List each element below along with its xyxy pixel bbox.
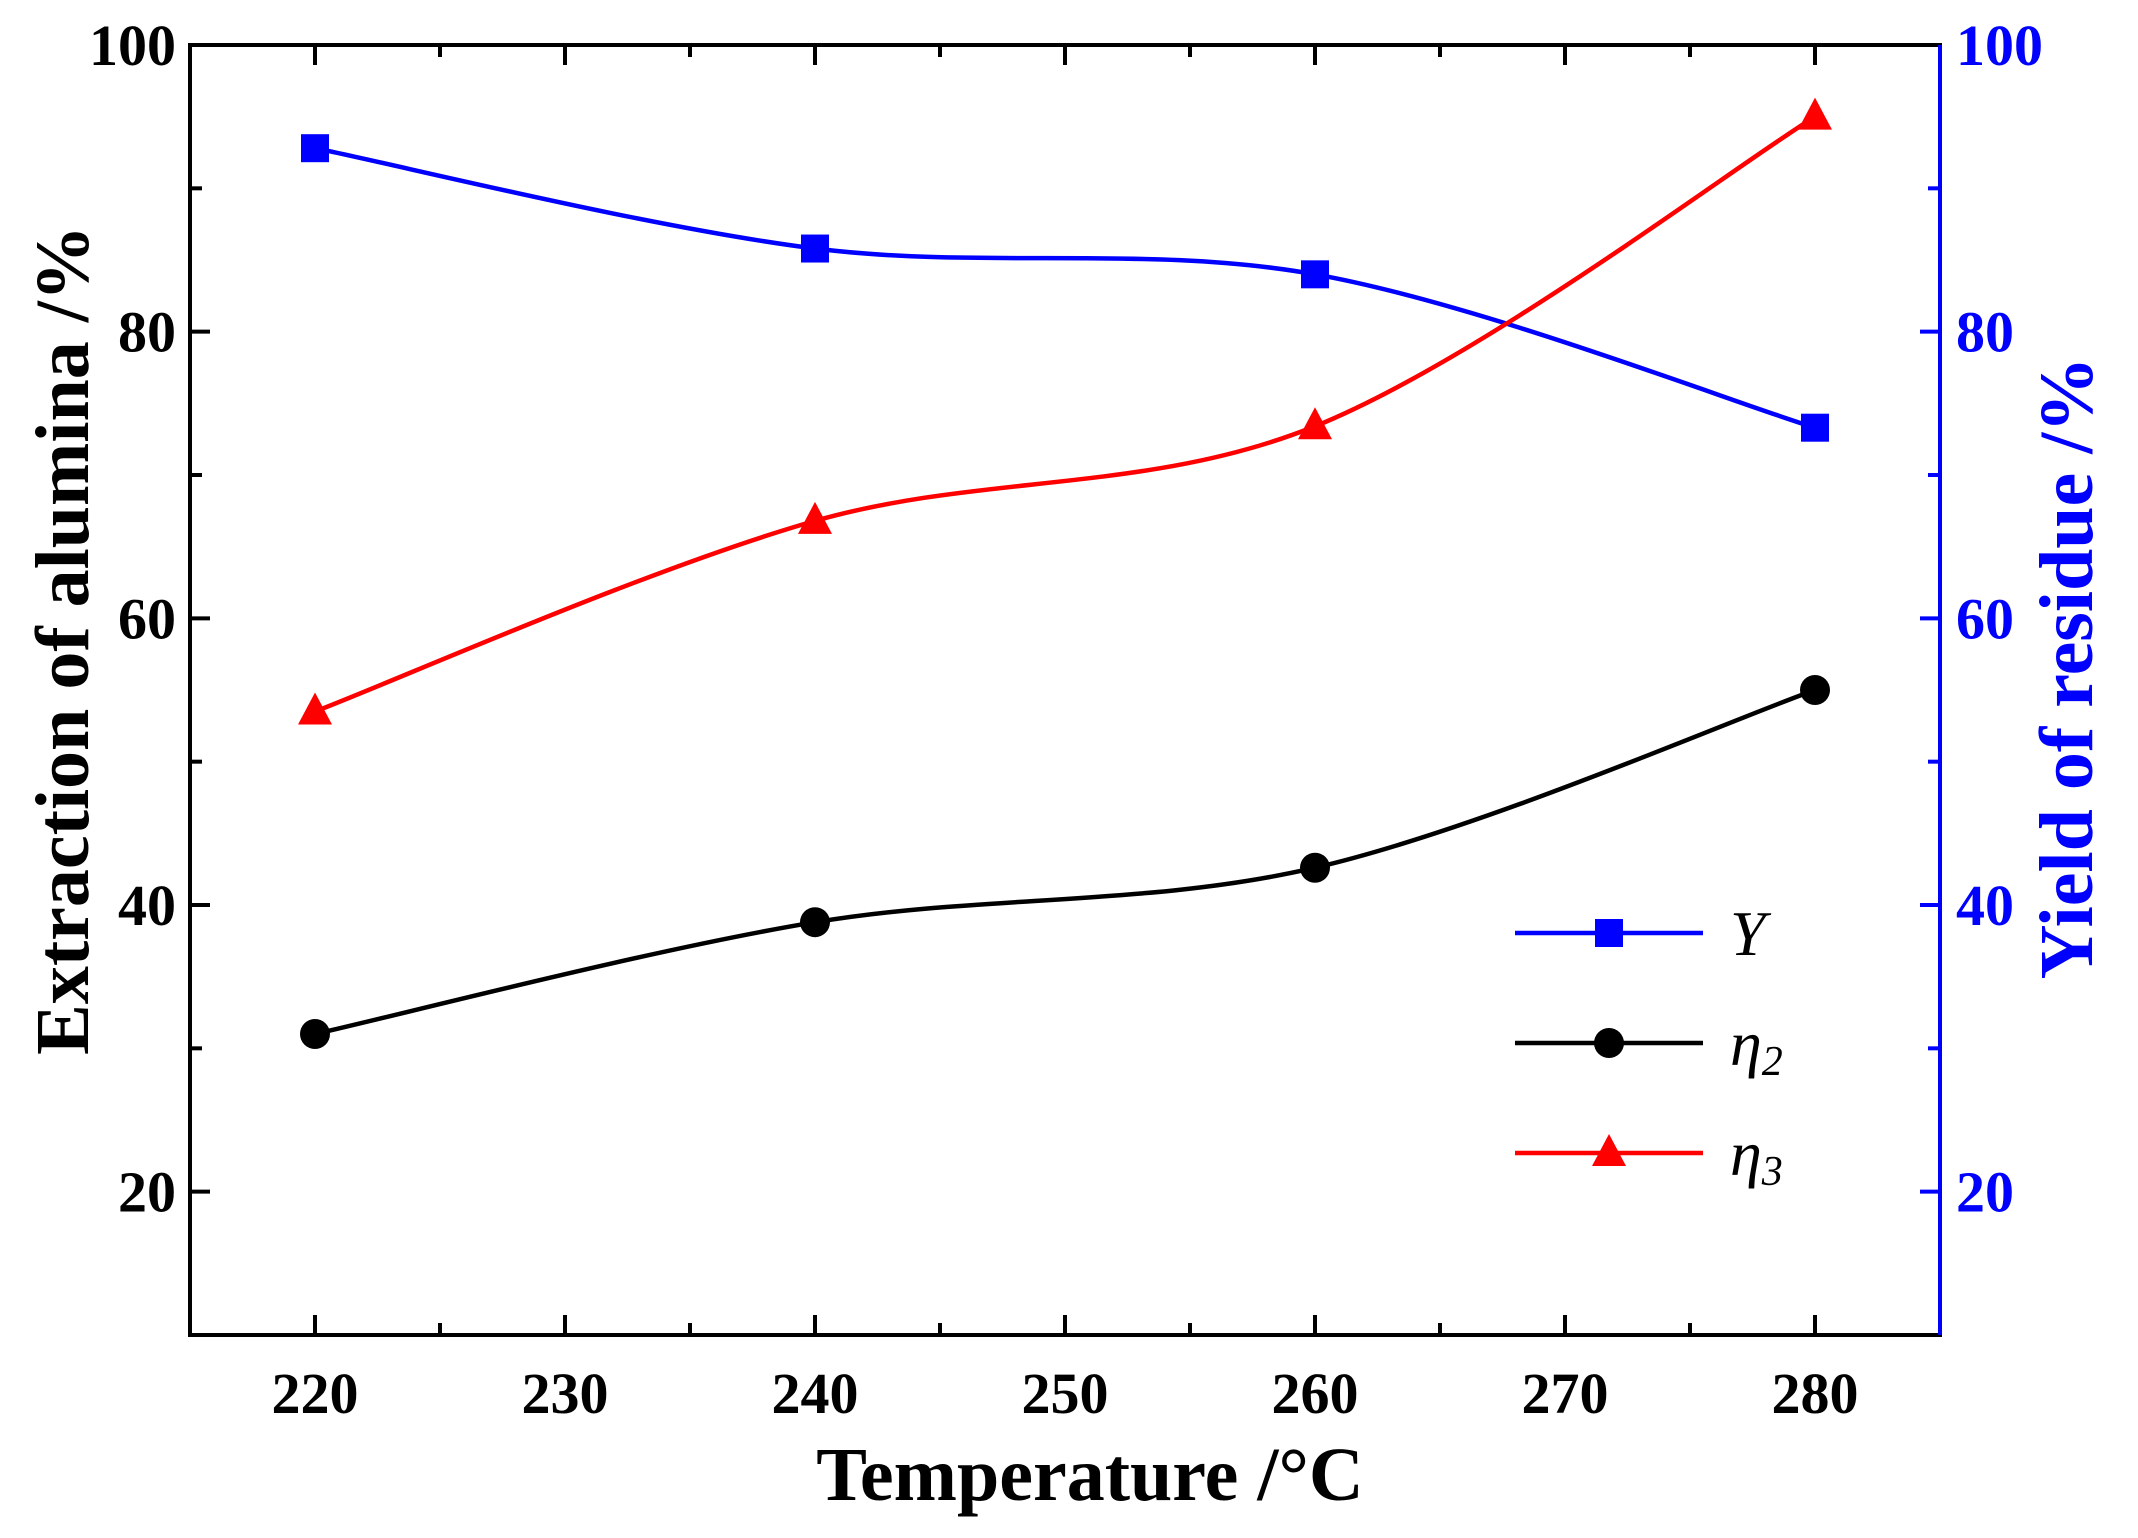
series-line-y: [314, 145, 1816, 430]
data-point: [300, 1019, 330, 1049]
y-right-tick-label: 60: [1956, 586, 2014, 651]
legend-marker: [1594, 1028, 1624, 1058]
data-point: [301, 134, 329, 163]
y-left-tick-label: 80: [118, 300, 176, 365]
legend-label: η3: [1730, 1118, 1783, 1195]
x-tick-label: 270: [1522, 1361, 1609, 1426]
data-point: [298, 692, 332, 725]
data-point: [798, 501, 832, 534]
y-left-tick-label: 60: [118, 586, 176, 651]
y-axis-left-title: Extraction of alumina /%: [21, 225, 105, 1055]
tick-marks: [190, 43, 1940, 1335]
y-left-tick-label: 20: [118, 1160, 176, 1225]
y-right-tick-label: 100: [1956, 13, 2043, 78]
x-tick-label: 230: [522, 1361, 609, 1426]
legend-marker: [1592, 1134, 1626, 1166]
data-point: [1298, 407, 1332, 440]
plot-frame: [188, 43, 1942, 1337]
y-right-tick-label: 20: [1956, 1160, 2014, 1225]
legend-label: η2: [1730, 1008, 1783, 1085]
series-line-eta3: [314, 114, 1817, 714]
legend: Yη2 η3: [1515, 898, 1783, 1195]
series-line-eta2: [314, 687, 1816, 1037]
x-tick-label: 220: [272, 1361, 359, 1426]
y-left-tick-label: 40: [118, 873, 176, 938]
x-tick-label: 280: [1772, 1361, 1859, 1426]
x-tick-label: 240: [772, 1361, 859, 1426]
legend-marker: [1595, 919, 1623, 947]
legend-item: Y: [1515, 898, 1772, 969]
y-left-tick-label: 100: [89, 13, 176, 78]
data-point: [800, 907, 830, 938]
series-lines: [314, 114, 1817, 1037]
data-point: [1301, 260, 1329, 289]
series-markers: [298, 97, 1832, 1049]
y-right-tick-label: 80: [1956, 300, 2014, 365]
data-point: [1300, 852, 1330, 883]
legend-label: Y: [1730, 898, 1772, 969]
data-point: [1800, 675, 1830, 705]
x-axis-title: Temperature /°C: [816, 1433, 1364, 1517]
data-point: [801, 234, 829, 263]
data-point: [1801, 413, 1829, 442]
x-tick-label: 250: [1022, 1361, 1109, 1426]
tick-labels: 220 230 240 250 260 270 280 20 40 60 80 100 20 40 60 80…: [89, 13, 2043, 1426]
legend-item: η2: [1515, 1008, 1783, 1085]
y-axis-right-title: Yield of residue /%: [2025, 357, 2109, 980]
legend-item: η3: [1515, 1118, 1783, 1195]
data-point: [1798, 97, 1832, 130]
x-tick-label: 260: [1272, 1361, 1359, 1426]
y-right-tick-label: 40: [1956, 873, 2014, 938]
